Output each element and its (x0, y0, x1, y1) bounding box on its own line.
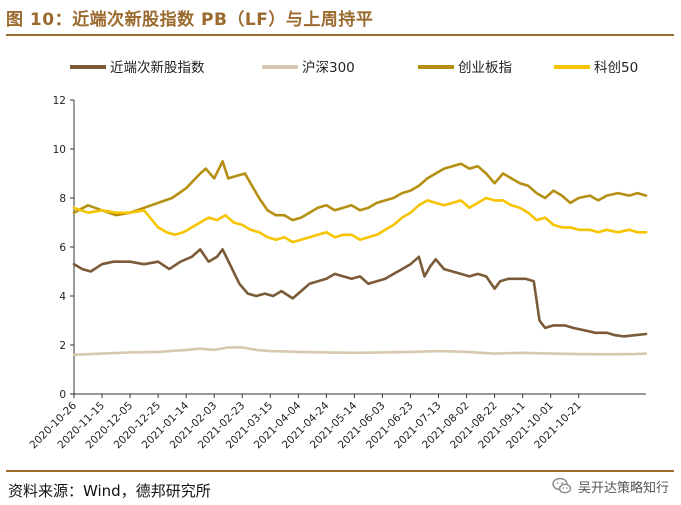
y-tick-label: 12 (53, 95, 66, 107)
y-tick-label: 6 (59, 242, 66, 254)
series-lines (72, 160, 648, 357)
legend: 近端次新股指数 沪深300 创业板指 科创50 (70, 60, 638, 76)
series-line-near (72, 248, 648, 338)
legend-label-near: 近端次新股指数 (110, 60, 205, 76)
legend-label-gem: 创业板指 (458, 60, 512, 76)
watermark: 吴开达策略知行 (552, 470, 669, 502)
legend-label-hs300: 沪深300 (302, 60, 355, 76)
series-line-star (72, 196, 648, 244)
y-tick-label: 0 (59, 389, 66, 401)
chart-title: 图 10：近端次新股指数 PB（LF）与上周持平 (6, 10, 374, 30)
y-tick-label: 4 (59, 291, 66, 303)
source-note: 资料来源：Wind，德邦研究所 (8, 482, 211, 500)
footer-rule (6, 470, 674, 472)
legend-label-star: 科创50 (594, 60, 638, 76)
wechat-icon (552, 477, 572, 494)
x-axis: 2020-10-262020-11-152020-12-052020-12-25… (27, 393, 646, 451)
y-tick-label: 2 (59, 340, 66, 352)
y-tick-label: 8 (59, 193, 66, 205)
watermark-text: 吴开达策略知行 (577, 480, 669, 496)
title-rule (6, 34, 674, 36)
series-line-hs300 (72, 346, 648, 357)
y-axis: 0 2 4 6 8 10 12 (53, 95, 75, 401)
series-line-gem (72, 160, 648, 222)
y-tick-label: 10 (53, 144, 66, 156)
line-chart: 近端次新股指数 沪深300 创业板指 科创50 0 2 4 6 8 10 12 2020-10-2… (27, 60, 648, 451)
